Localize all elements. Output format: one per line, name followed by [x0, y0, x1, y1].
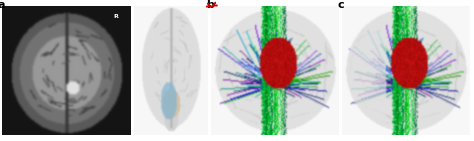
Text: c: c — [337, 0, 344, 10]
Text: b: b — [206, 0, 214, 10]
Text: a: a — [0, 0, 5, 10]
Text: R: R — [113, 14, 118, 18]
